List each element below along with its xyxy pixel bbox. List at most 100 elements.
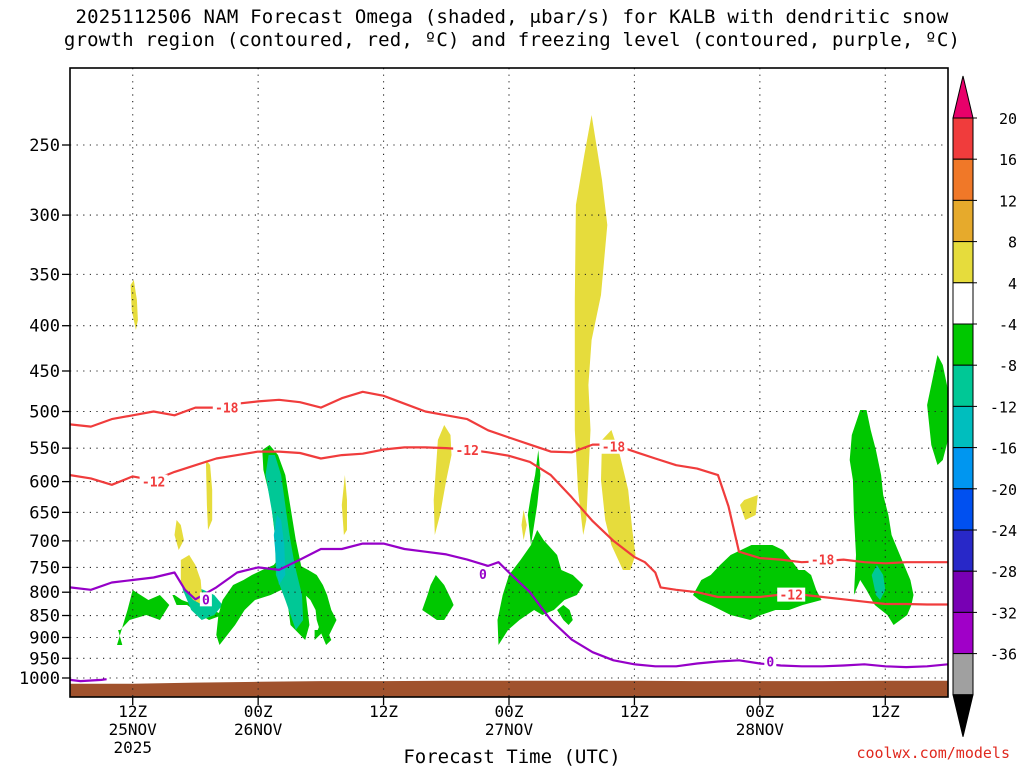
- colorbar-label: -24: [990, 522, 1017, 540]
- omega-region: [574, 115, 608, 535]
- colorbar-bin: [952, 447, 974, 490]
- colorbar-bin: [952, 158, 974, 201]
- contour-label-bg: [777, 587, 806, 602]
- contour-label: 0: [202, 593, 210, 608]
- x-tick-label: 28NOV: [736, 720, 785, 739]
- x-tick-label: 12Z: [118, 702, 147, 721]
- colorbar-bin: [952, 199, 974, 243]
- omega-region: [871, 565, 886, 600]
- colorbar-label: -32: [990, 604, 1017, 622]
- x-tick-label: 26NOV: [234, 720, 283, 739]
- contour-line: [70, 678, 107, 683]
- x-tick-label: 25NOV: [109, 720, 158, 739]
- y-tick-label: 750: [29, 558, 60, 578]
- contour-label: -18: [215, 402, 239, 417]
- y-tick-label: 1000: [19, 669, 60, 689]
- y-tick-label: 400: [29, 317, 60, 337]
- x-tick-label: 12Z: [369, 702, 398, 721]
- colorbar-bin: [952, 529, 974, 572]
- y-tick-label: 650: [29, 503, 60, 523]
- y-tick-label: 250: [29, 136, 60, 156]
- colorbar-bin: [952, 611, 974, 655]
- y-tick-label: 700: [29, 532, 60, 552]
- contour-label: -18: [602, 441, 626, 456]
- omega-region: [849, 410, 914, 625]
- omega-region: [205, 460, 213, 530]
- contour-label-bg: [599, 439, 628, 454]
- colorbar-label: -20: [990, 481, 1017, 499]
- omega-region: [314, 620, 325, 640]
- colorbar-label: 4: [1008, 275, 1017, 293]
- contour-label: -12: [779, 589, 802, 604]
- colorbar-label: 8: [1008, 234, 1017, 252]
- colorbar-bin: [952, 241, 974, 284]
- omega-region: [521, 510, 527, 540]
- colorbar-label: 16: [999, 151, 1017, 169]
- omega-region: [180, 555, 203, 605]
- x-tick-label: 12Z: [620, 702, 649, 721]
- colorbar-label: -28: [990, 563, 1017, 581]
- omega-region: [341, 475, 347, 535]
- contour-label: -18: [811, 554, 835, 569]
- colorbar-label: 12: [999, 192, 1017, 210]
- colorbar-bin: [952, 488, 974, 531]
- y-tick-label: 450: [29, 362, 60, 382]
- colorbar-label: -36: [990, 646, 1017, 664]
- x-tick-label: 12Z: [871, 702, 900, 721]
- omega-region: [422, 575, 454, 620]
- contour-label: -12: [142, 476, 165, 491]
- omega-region: [130, 280, 138, 330]
- omega-region: [740, 495, 758, 520]
- omega-region: [111, 590, 170, 645]
- x-tick-label: 00Z: [495, 702, 524, 721]
- contour-label-bg: [212, 400, 241, 415]
- contour-label-bg: [476, 566, 489, 581]
- omega-region: [433, 425, 452, 535]
- colorbar-min-triangle: [952, 694, 974, 737]
- omega-region: [527, 450, 541, 545]
- y-tick-label: 300: [29, 206, 60, 226]
- colorbar-bin: [952, 570, 974, 613]
- colorbar-max-triangle: [952, 75, 974, 119]
- colorbar-label: -12: [990, 398, 1017, 416]
- omega-region: [216, 550, 337, 645]
- contour-label-bg: [764, 654, 777, 669]
- contour-label-bg: [808, 552, 837, 567]
- colorbar-bin: [952, 653, 974, 696]
- omega-region: [927, 355, 948, 465]
- x-axis-label: Forecast Time (UTC): [403, 746, 621, 768]
- omega-region: [174, 520, 184, 550]
- y-tick-label: 800: [29, 583, 60, 603]
- omega-region: [557, 605, 573, 625]
- y-tick-label: 550: [29, 439, 60, 459]
- colorbar-bin: [952, 117, 974, 160]
- colorbar-bin: [952, 323, 974, 366]
- y-tick-label: 950: [29, 649, 60, 669]
- x-tick-label: 00Z: [745, 702, 774, 721]
- y-tick-label: 600: [29, 473, 60, 493]
- y-tick-label: 500: [29, 403, 60, 423]
- omega-region: [601, 430, 636, 570]
- contour-label-bg: [453, 443, 482, 458]
- colorbar-bin: [952, 364, 974, 407]
- omega-region: [497, 530, 584, 645]
- contour-label-bg: [199, 592, 212, 607]
- omega-region: [265, 455, 302, 625]
- site-credit: coolwx.com/models: [856, 744, 1010, 762]
- colorbar-label: -8: [999, 357, 1017, 375]
- contour-label: -12: [455, 444, 478, 459]
- colorbar-label: 20: [999, 110, 1017, 128]
- y-tick-label: 850: [29, 607, 60, 627]
- colorbar-label: -16: [990, 440, 1017, 458]
- x-tick-label: 00Z: [244, 702, 273, 721]
- chart-title: 2025112506 NAM Forecast Omega (shaded, μ…: [63, 6, 961, 51]
- y-tick-label: 900: [29, 628, 60, 648]
- y-tick-label: 350: [29, 265, 60, 285]
- contour-label: 0: [766, 656, 774, 671]
- contour-label-bg: [139, 474, 168, 489]
- colorbar-bin: [952, 405, 974, 449]
- colorbar-label: -4: [999, 316, 1017, 334]
- colorbar-bin: [952, 282, 974, 325]
- x-tick-label: 27NOV: [485, 720, 534, 739]
